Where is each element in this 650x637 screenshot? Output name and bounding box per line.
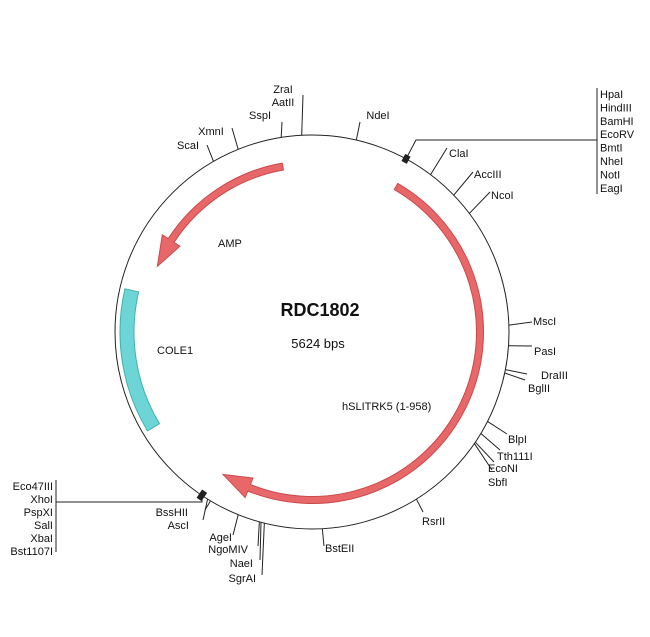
site-label-xmni: XmnI bbox=[198, 126, 224, 138]
site-label-acciii: AccIII bbox=[474, 169, 502, 181]
site-tick-bsteii bbox=[321, 528, 325, 547]
mcs-right-label-noti: NotI bbox=[600, 169, 620, 181]
site-label-scai: ScaI bbox=[177, 140, 199, 152]
mcs-left-label-eco47iii: Eco47III bbox=[13, 481, 53, 493]
mcs-right-label-eagi: EagI bbox=[600, 183, 623, 195]
mcs-right-label-ecorv: EcoRV bbox=[600, 129, 635, 141]
site-tick-ngomiv bbox=[257, 521, 260, 547]
site-tick-ncoi bbox=[468, 191, 491, 214]
mcs-right-label-bamhi: BamHI bbox=[600, 116, 634, 128]
site-label-ndei: NdeI bbox=[366, 110, 389, 122]
feature-label-cole1: COLE1 bbox=[157, 345, 193, 357]
mcs-left-label-bst1107i: Bst1107I bbox=[10, 546, 53, 558]
site-tick-draiii bbox=[505, 369, 528, 375]
site-tick-msci bbox=[508, 321, 533, 326]
feature-cole1-band bbox=[119, 288, 161, 432]
site-label-asci: AscI bbox=[168, 520, 189, 532]
mcs-left-label-xbai: XbaI bbox=[30, 533, 53, 545]
feature-hslitrk5-arrow bbox=[221, 182, 484, 504]
plasmid-size: 5624 bps bbox=[291, 336, 345, 351]
mcs-right-label-hpai: HpaI bbox=[600, 89, 623, 101]
site-label-rsrii: RsrII bbox=[422, 516, 445, 528]
site-tick-zrai bbox=[301, 94, 304, 136]
site-tick-agei bbox=[232, 514, 239, 536]
feature-label-hslitrk5: hSLITRK5 (1-958) bbox=[342, 401, 431, 413]
site-tick-sspi bbox=[280, 121, 283, 138]
site-label-sgrai: SgrAI bbox=[228, 573, 256, 585]
site-label-naei: NaeI bbox=[230, 558, 253, 570]
site-tick-sgrai bbox=[261, 523, 265, 576]
site-label-econi: EcoNI bbox=[488, 463, 518, 475]
feature-label-amp: AMP bbox=[218, 238, 242, 250]
site-tick-rsrii bbox=[415, 498, 424, 513]
mcs-left-label-pspxi: PspXI bbox=[24, 507, 53, 519]
mcs-right-label-bmti: BmtI bbox=[600, 143, 623, 155]
site-label-pasi: PasI bbox=[534, 346, 556, 358]
site-tick-acciii bbox=[453, 171, 474, 196]
site-label-tth111i: Tth111I bbox=[497, 451, 533, 463]
site-label-ngomiv: NgoMIV bbox=[208, 544, 248, 556]
site-label-msci: MscI bbox=[533, 316, 556, 328]
features-layer bbox=[119, 162, 484, 504]
site-label-zrai: ZraI bbox=[273, 84, 293, 96]
site-label-draiii: DraIII bbox=[541, 370, 568, 382]
site-label-bsteii: BstEII bbox=[325, 543, 354, 555]
site-tick-ndei bbox=[355, 121, 361, 141]
mcs-right-label-nhei: NheI bbox=[600, 156, 623, 168]
mcs-left-label-xhoi: XhoI bbox=[30, 494, 53, 506]
plasmid-backbone bbox=[114, 134, 510, 530]
mcs-right-label-hindiii: HindIII bbox=[600, 102, 632, 114]
site-label-bglii: BglII bbox=[528, 383, 550, 395]
site-label-agei: AgeI bbox=[209, 532, 232, 544]
site-label-blpi: BlpI bbox=[508, 434, 527, 446]
site-tick-xmni bbox=[231, 127, 239, 150]
mcs-left-leader bbox=[56, 495, 203, 503]
site-tick-tth111i bbox=[480, 433, 501, 451]
feature-amp-arrow bbox=[156, 162, 285, 268]
site-tick-naei bbox=[259, 522, 262, 561]
mcs-right-leader bbox=[405, 139, 597, 160]
plasmid-name: RDC1802 bbox=[280, 300, 359, 320]
site-label-bsshii: BssHII bbox=[156, 507, 188, 519]
site-label-aatii: AatII bbox=[272, 97, 295, 109]
site-tick-asci bbox=[202, 498, 209, 521]
site-tick-clai bbox=[430, 147, 448, 175]
site-label-clai: ClaI bbox=[449, 148, 469, 160]
site-tick-sbfi bbox=[473, 443, 493, 471]
mcs-left-label-sali: SalI bbox=[34, 520, 53, 532]
site-tick-blpi bbox=[487, 421, 508, 435]
site-tick-bglii bbox=[504, 372, 526, 381]
site-label-sspi: SspI bbox=[249, 110, 271, 122]
site-label-ncoi: NcoI bbox=[491, 190, 514, 202]
site-tick-econi bbox=[474, 441, 495, 463]
site-label-sbfi: SbfI bbox=[488, 477, 508, 489]
site-tick-scai bbox=[206, 144, 214, 162]
